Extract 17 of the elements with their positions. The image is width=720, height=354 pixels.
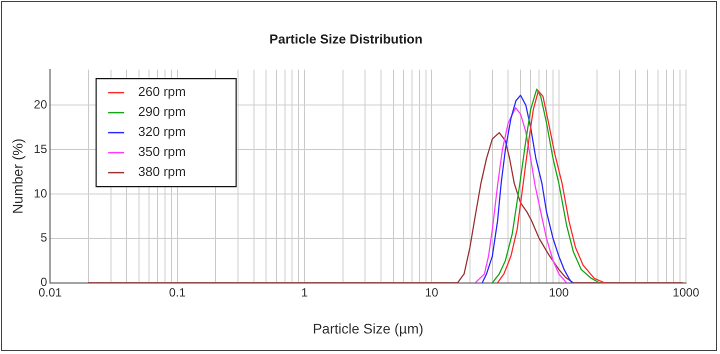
legend-label: 290 rpm xyxy=(138,104,186,120)
x-tick-label: 1000 xyxy=(672,285,700,300)
legend-label: 320 rpm xyxy=(138,124,186,140)
chart-title: Particle Size Distribution xyxy=(269,31,423,46)
x-tick-label: 10 xyxy=(424,285,439,300)
y-axis-title: Number (%) xyxy=(9,138,26,214)
legend-label: 380 rpm xyxy=(138,164,186,180)
legend-label: 260 rpm xyxy=(138,84,186,100)
x-tick-label: 1 xyxy=(301,285,308,300)
y-tick-label: 15 xyxy=(34,142,48,156)
y-tick-label: 20 xyxy=(34,97,48,112)
x-axis-title: Particle Size (µm) xyxy=(312,320,424,336)
y-tick-label: 5 xyxy=(40,230,48,245)
x-tick-label: 0.1 xyxy=(168,285,186,300)
y-tick-label: 10 xyxy=(34,186,48,200)
legend-label: 350 rpm xyxy=(138,144,186,160)
x-tick-label: 100 xyxy=(548,285,570,300)
